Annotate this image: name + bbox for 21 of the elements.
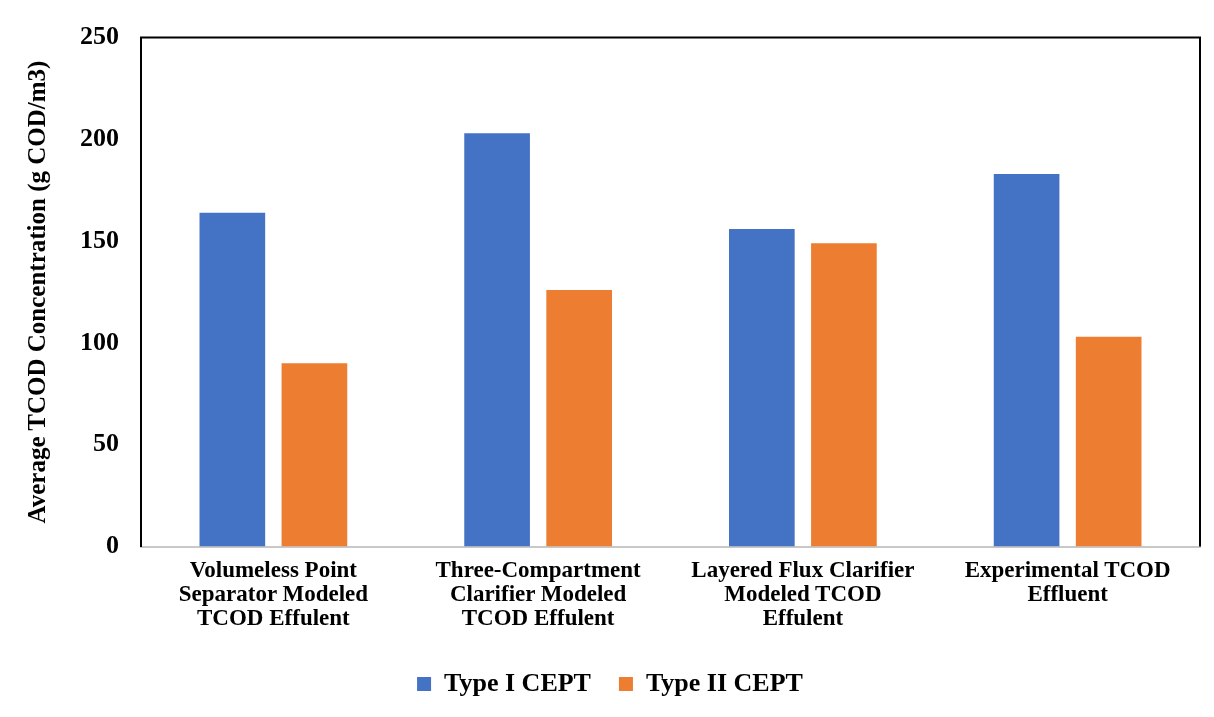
y-tick-label: 150 [80,224,119,254]
x-tick-label: Experimental TCOD Effluent [964,556,1171,606]
legend-label: Type II CEPT [645,667,803,697]
y-tick-label: 200 [80,123,119,153]
x-tick-label: Three-Compartment Clarifier Modeled TCOD Effulent [435,556,642,630]
bar [993,174,1060,547]
x-tick-label: Volumeless Point Separator Modeled TCOD Effulent [178,556,369,630]
bar [281,363,348,547]
bar [729,228,795,547]
bar [464,133,530,547]
bar [1075,336,1142,547]
x-tick-label: Layered Flux Clarifier Modeled TCOD Effulent [691,556,915,630]
y-axis-title: Average TCOD Concentration (g COD/m3) [23,60,52,524]
y-tick-label: 50 [93,428,119,458]
bar [199,212,266,547]
bar [546,290,612,547]
y-tick-label: 250 [80,21,119,51]
bar [811,243,877,547]
y-tick-label: 0 [106,530,119,560]
legend-label: Type I CEPT [444,667,591,697]
y-tick-label: 100 [80,326,119,356]
